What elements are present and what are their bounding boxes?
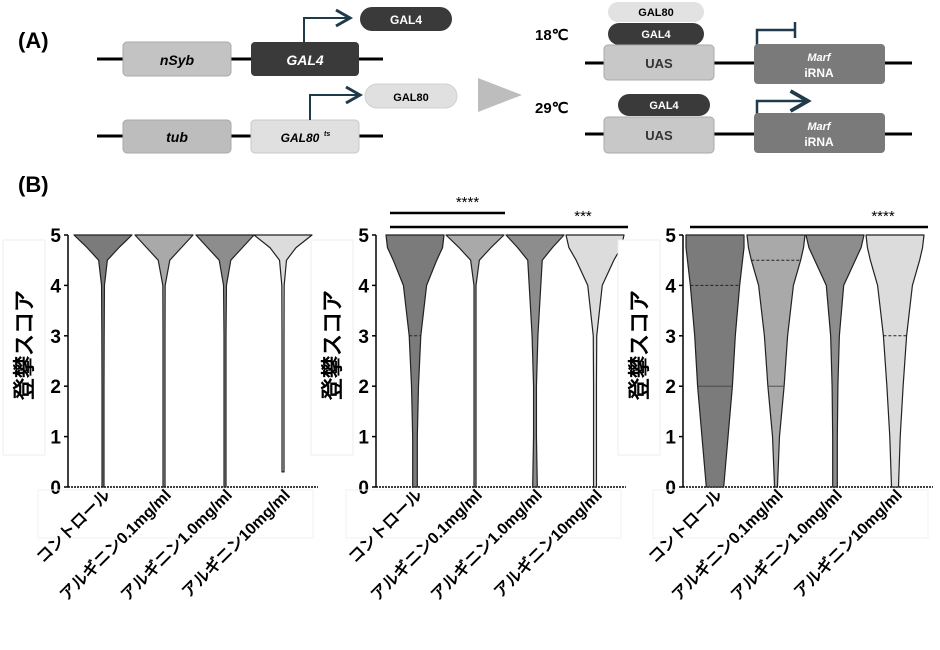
promoter-tub: tub xyxy=(166,129,188,145)
target-marf: Marf xyxy=(807,52,832,64)
target-irna: iRNA xyxy=(804,135,834,149)
y-tick-label: 5 xyxy=(358,226,369,247)
active-arrow-icon xyxy=(755,89,812,115)
bound-gal4: GAL4 xyxy=(649,100,679,112)
protein-gal80: GAL80 xyxy=(393,92,428,104)
x-tick-label: アルギニン0.1mg/ml xyxy=(367,485,486,604)
significance-label: *** xyxy=(574,208,592,225)
y-label-frame xyxy=(310,239,354,456)
y-tick-label: 5 xyxy=(50,226,61,247)
y-axis-label-box: 登攀スコア xyxy=(2,239,46,456)
y-tick-label: 4 xyxy=(50,276,61,297)
y-axis-label-box: 登攀スコア xyxy=(310,239,354,456)
y-axis-label: 登攀スコア xyxy=(627,290,652,401)
y-tick-label: 1 xyxy=(665,428,676,449)
condition-29c: 29℃ GAL4 UAS Marf iRNA xyxy=(535,89,912,154)
y-label-frame xyxy=(617,239,661,456)
x-tick-label: アルギニン10mg/ml xyxy=(178,485,294,601)
transcription-arrow xyxy=(303,8,354,42)
violin-1 xyxy=(685,234,745,488)
y-tick-label: 0 xyxy=(50,478,61,499)
blocked-arrow-icon xyxy=(755,22,797,45)
violin-chart-3: 登攀スコア012345コントロールアルギニン0.1mg/mlアルギニン1.0mg… xyxy=(617,208,933,604)
violin-3 xyxy=(195,234,255,488)
violin-1 xyxy=(385,234,445,488)
y-tick-label: 5 xyxy=(665,226,676,247)
y-tick-label: 0 xyxy=(358,478,369,499)
violin-charts: 登攀スコア012345コントロールアルギニン0.1mg/mlアルギニン1.0mg… xyxy=(2,194,933,604)
protein-gal4: GAL4 xyxy=(390,13,422,27)
violin-2 xyxy=(746,234,806,488)
uas-box: UAS xyxy=(645,128,673,143)
temp-29: 29℃ xyxy=(535,100,569,117)
violin-chart-2: 登攀スコア012345コントロールアルギニン0.1mg/mlアルギニン1.0mg… xyxy=(310,194,628,604)
bound-gal80: GAL80 xyxy=(638,7,673,19)
y-tick-label: 3 xyxy=(50,327,61,348)
y-tick-label: 1 xyxy=(358,428,369,449)
y-tick-label: 4 xyxy=(665,276,676,297)
x-label-frame xyxy=(37,489,314,539)
gene-gal80: GAL80 xyxy=(281,131,320,145)
significance-label: **** xyxy=(456,194,480,211)
violin-3 xyxy=(505,234,565,488)
x-tick-label: アルギニン1.0mg/ml xyxy=(427,485,546,604)
transcription-arrow xyxy=(309,85,364,120)
construct-nsyb-gal4: nSyb GAL4 GAL4 xyxy=(97,7,452,77)
x-tick-label: アルギニン0.1mg/ml xyxy=(56,485,175,604)
y-axis-label: 登攀スコア xyxy=(320,290,345,401)
gene-gal4: GAL4 xyxy=(286,52,324,68)
x-tick-label: アルギニン1.0mg/ml xyxy=(727,485,846,604)
y-tick-label: 2 xyxy=(665,377,676,398)
bound-gal4: GAL4 xyxy=(641,29,671,41)
violin-chart-1: 登攀スコア012345コントロールアルギニン0.1mg/mlアルギニン1.0mg… xyxy=(2,226,318,604)
violin-4 xyxy=(865,234,925,488)
violin-2 xyxy=(134,234,194,488)
x-tick-label: アルギニン10mg/ml xyxy=(490,485,606,601)
condition-18c: 18℃ GAL80 GAL4 UAS Marf iRNA xyxy=(535,2,912,84)
y-tick-label: 2 xyxy=(358,377,369,398)
x-tick-label: アルギニン0.1mg/ml xyxy=(668,485,787,604)
y-tick-label: 1 xyxy=(50,428,61,449)
y-tick-label: 0 xyxy=(665,478,676,499)
y-tick-label: 2 xyxy=(50,377,61,398)
y-axis-label-box: 登攀スコア xyxy=(617,239,661,456)
violin-1 xyxy=(73,234,133,488)
violin-4 xyxy=(253,234,313,473)
y-tick-label: 4 xyxy=(358,276,369,297)
x-label-frame xyxy=(345,489,622,539)
uas-box: UAS xyxy=(645,56,673,71)
y-axis-label: 登攀スコア xyxy=(12,290,37,401)
x-tick-label: アルギニン1.0mg/ml xyxy=(117,485,236,604)
y-tick-label: 3 xyxy=(358,327,369,348)
target-marf: Marf xyxy=(807,121,832,133)
violin-3 xyxy=(805,234,865,488)
gene-gal80-sup: ts xyxy=(324,131,330,138)
y-label-frame xyxy=(2,239,46,456)
y-tick-label: 3 xyxy=(665,327,676,348)
x-tick-label: アルギニン10mg/ml xyxy=(790,485,906,601)
violin-2 xyxy=(445,234,505,488)
x-label-frame xyxy=(652,489,929,539)
significance-label: **** xyxy=(871,208,895,225)
panel-a-label: (A) xyxy=(18,28,49,53)
promoter-nsyb: nSyb xyxy=(160,52,195,68)
construct-tub-gal80ts: tub GAL80 ts GAL80 xyxy=(97,83,458,154)
panel-b-label: (B) xyxy=(18,172,49,197)
temp-18: 18℃ xyxy=(535,27,569,44)
triangle-arrow-icon xyxy=(478,78,522,112)
target-irna: iRNA xyxy=(804,66,834,80)
violin-4 xyxy=(565,234,625,488)
